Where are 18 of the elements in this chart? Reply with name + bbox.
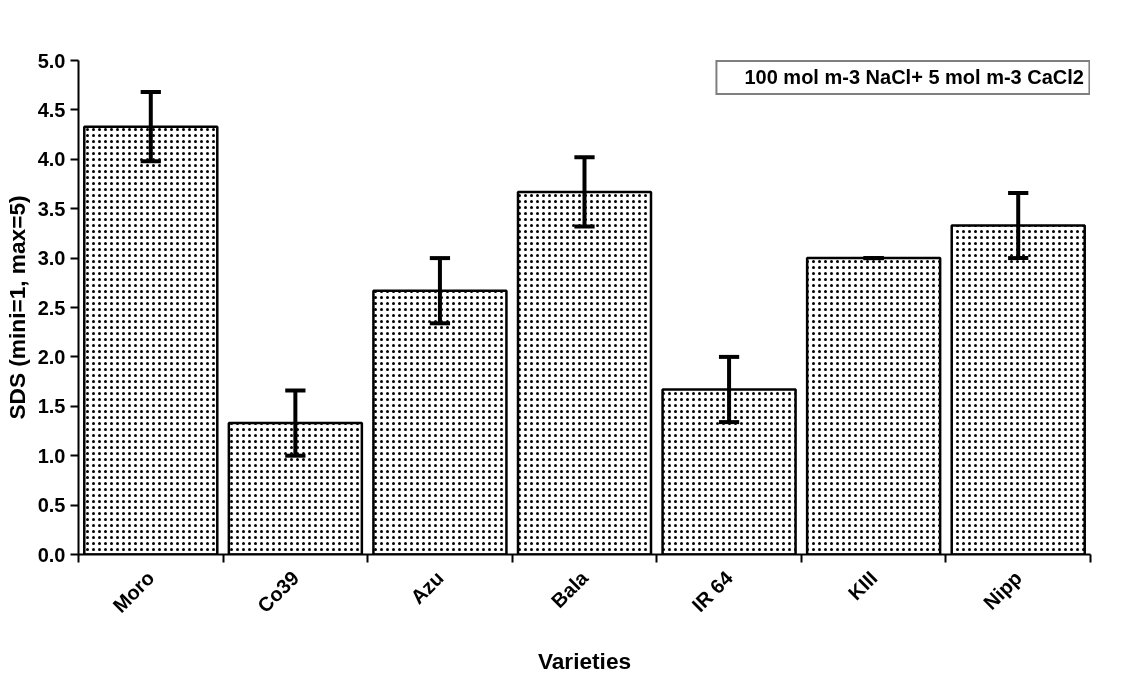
y-tick-label: 2.5 bbox=[37, 296, 66, 319]
x-tick-label: IR 64 bbox=[687, 566, 738, 617]
y-tick-label: 1.5 bbox=[37, 395, 66, 418]
y-tick-label: 2.0 bbox=[37, 345, 66, 368]
x-tick-label: KIII bbox=[843, 566, 882, 605]
y-tick-label: 5.0 bbox=[37, 49, 66, 72]
y-tick-label: 4.0 bbox=[37, 148, 66, 171]
x-tick-label: Bala bbox=[546, 566, 593, 613]
x-axis-title: Varieties bbox=[537, 647, 632, 674]
y-tick-label: 3.5 bbox=[37, 197, 66, 220]
y-tick-label: 3.0 bbox=[37, 247, 66, 270]
y-tick-label: 1.0 bbox=[37, 444, 66, 467]
x-tick-label: Azu bbox=[406, 566, 448, 609]
y-tick-label: 4.5 bbox=[37, 98, 66, 121]
y-tick-label: 0.5 bbox=[37, 494, 66, 517]
y-tick-label: 0.0 bbox=[37, 543, 66, 566]
text: 100 mol m-3 NaCl+ 5 mol m-3 CaCl2 bbox=[744, 66, 1084, 89]
y-axis-title: SDS (mini=1, max=5) bbox=[3, 195, 30, 420]
